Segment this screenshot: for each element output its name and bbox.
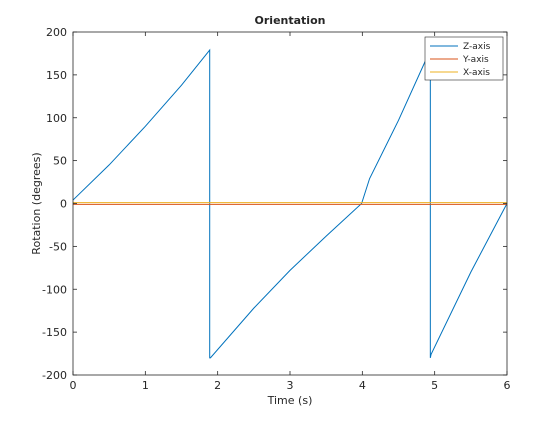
series-line-z-axis [72,48,508,359]
y-tick-label: 200 [46,26,67,39]
x-tick-label: 3 [287,379,294,392]
x-tick-label: 1 [142,379,149,392]
x-tick-label: 5 [431,379,438,392]
x-tick-label: 6 [504,379,511,392]
x-tick-label: 2 [214,379,221,392]
y-tick-label: 150 [46,69,67,82]
chart-title: Orientation [255,14,326,27]
legend-label: Z-axis [463,42,491,52]
x-axis-label: Time (s) [267,394,313,407]
y-tick-label: -50 [49,240,67,253]
series-layer [72,48,508,359]
ticks-layer: 0 1 2 3 4 5 6 -200 -150 -100 -50 0 50 100 150 200 [42,26,510,392]
y-tick-label: -150 [42,326,67,339]
y-tick-label: 100 [46,112,67,125]
legend: Z-axis Y-axis X-axis [424,36,504,81]
y-tick-label: 50 [53,155,67,168]
x-tick-label: 0 [70,379,77,392]
y-tick-label: -200 [42,369,67,382]
plot-area [73,32,507,375]
y-tick-label: -100 [42,283,67,296]
legend-label: X-axis [463,68,490,78]
legend-label: Y-axis [462,55,489,65]
x-tick-label: 4 [359,379,366,392]
y-axis-label: Rotation (degrees) [30,152,43,254]
y-tick-label: 0 [60,198,67,211]
